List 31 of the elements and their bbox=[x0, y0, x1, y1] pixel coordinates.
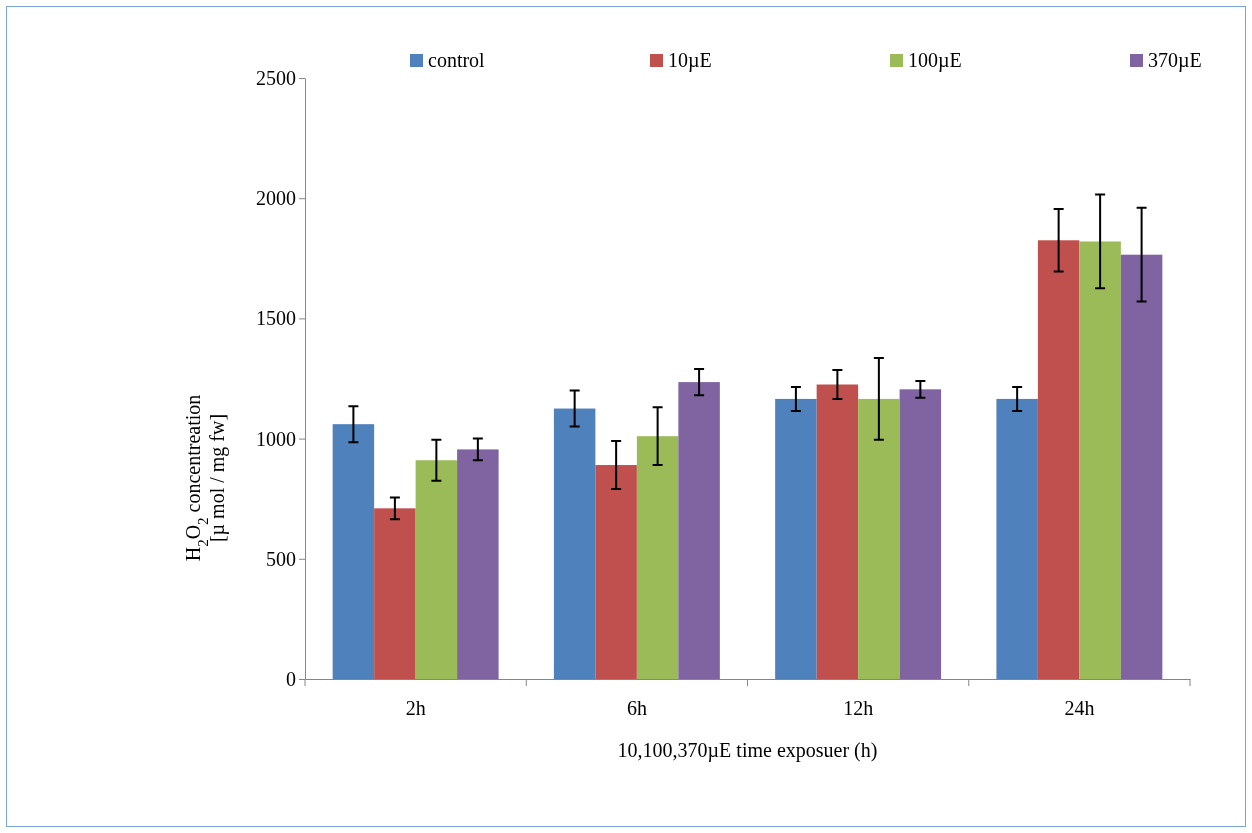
bar bbox=[1037, 240, 1080, 679]
bar bbox=[457, 449, 499, 679]
legend-label: 100µE bbox=[908, 49, 962, 72]
legend-label: control bbox=[428, 49, 486, 71]
legend-label: 10µE bbox=[668, 49, 712, 72]
bar bbox=[332, 424, 375, 679]
bar bbox=[374, 508, 416, 679]
x-tick-label: 24h bbox=[1064, 697, 1095, 720]
y-tick-label: 1000 bbox=[256, 427, 296, 450]
bar bbox=[415, 460, 458, 679]
y-tick-label: 1500 bbox=[256, 307, 296, 330]
bar bbox=[996, 398, 1038, 679]
y-tick-label: 500 bbox=[266, 547, 296, 570]
y-tick-label: 2000 bbox=[256, 187, 296, 210]
bar bbox=[678, 382, 720, 679]
bar bbox=[1120, 254, 1163, 679]
bar bbox=[816, 384, 859, 679]
bar bbox=[595, 465, 637, 679]
x-tick-label: 12h bbox=[843, 697, 874, 720]
bar bbox=[1079, 241, 1121, 679]
bar bbox=[858, 398, 900, 679]
x-axis-title: 10,100,370µE time exposuer (h) bbox=[617, 739, 878, 762]
y-tick-label: 2500 bbox=[256, 66, 296, 89]
bar bbox=[899, 389, 942, 679]
bar bbox=[775, 398, 817, 679]
bar bbox=[636, 436, 679, 679]
bar bbox=[553, 408, 596, 679]
y-tick-label: 0 bbox=[286, 667, 296, 690]
x-tick-label: 6h bbox=[626, 697, 647, 720]
x-tick-label: 2h bbox=[405, 697, 426, 720]
legend-label: 370µE bbox=[1148, 49, 1202, 72]
